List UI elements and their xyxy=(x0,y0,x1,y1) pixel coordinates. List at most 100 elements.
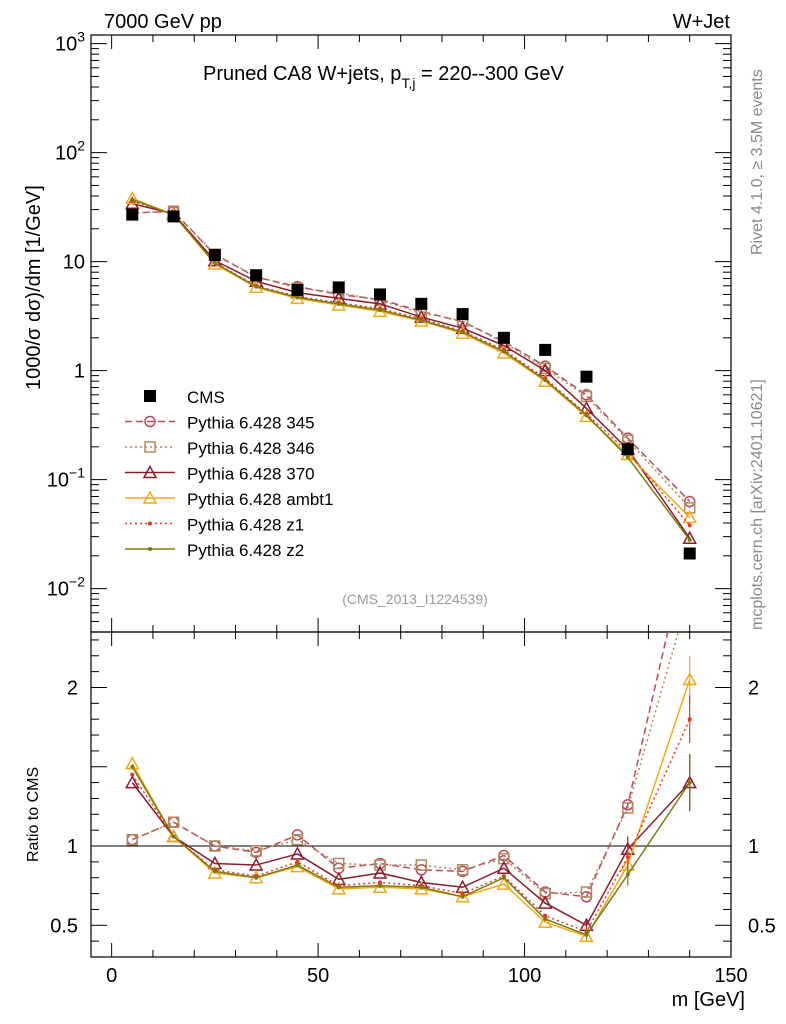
legend-marker-2 xyxy=(142,464,158,479)
series-4-ratio-line xyxy=(131,718,691,933)
legend-label-cms: CMS xyxy=(187,388,225,407)
series-5-ratio-point xyxy=(130,764,135,769)
series-0-main-point xyxy=(683,495,696,508)
series-3-main-point xyxy=(682,509,697,524)
series-5-main-point xyxy=(130,197,135,202)
legend-label-2: Pythia 6.428 370 xyxy=(187,465,315,484)
main-series-group xyxy=(125,190,697,560)
y-tick-label: 1 xyxy=(74,361,85,383)
series-5-ratio-point xyxy=(378,883,383,888)
cms-data-point xyxy=(621,443,634,456)
cms-data-point xyxy=(374,288,387,301)
x-tick-label: 50 xyxy=(307,965,329,987)
y-tick-label: 10−1 xyxy=(47,465,85,492)
series-5-main-point xyxy=(295,295,300,300)
series-5-ratio-point xyxy=(501,875,506,880)
legend-marker-3 xyxy=(142,490,158,504)
series-5-ratio-point xyxy=(295,863,300,868)
legend-marker-cms xyxy=(144,390,156,402)
cms-data-point xyxy=(208,249,221,262)
axis-ticks xyxy=(91,35,732,957)
series-3-main-point xyxy=(579,408,594,423)
ratio-series-group xyxy=(125,632,697,943)
legend-label-4: Pythia 6.428 z1 xyxy=(187,516,304,535)
series-5-main-point xyxy=(543,378,548,383)
legend-label-3: Pythia 6.428 ambt1 xyxy=(187,490,333,509)
source-label: (CMS_2013_I1224539) xyxy=(342,591,488,607)
legend-marker-5 xyxy=(148,547,152,551)
y-tick-label: 103 xyxy=(55,29,85,56)
cms-data-point xyxy=(456,308,469,321)
cms-data-point xyxy=(539,343,552,356)
series-3-ratio-point xyxy=(166,828,181,843)
series-5-main-point xyxy=(625,455,630,460)
series-5-ratio-point xyxy=(543,916,548,921)
ratio-y-tick-label: 1 xyxy=(67,836,78,858)
series-5-main-point xyxy=(419,318,424,323)
series-5-main-point xyxy=(378,307,383,312)
series-5-ratio-point xyxy=(625,872,630,877)
cms-data-point xyxy=(291,283,304,296)
cms-data-point xyxy=(580,370,593,383)
series-1-ratio-point xyxy=(374,859,386,871)
series-3-main-point xyxy=(125,190,140,205)
cms-data-point xyxy=(497,331,510,344)
ratio-y-tick-label-right: 1 xyxy=(748,836,759,858)
series-2-main-line xyxy=(132,202,691,539)
series-1-main-line xyxy=(132,210,691,509)
series-3-ratio-point xyxy=(537,914,553,928)
series-2-ratio-point xyxy=(496,860,512,874)
series-1-ratio-point xyxy=(126,833,139,846)
legend-label-0: Pythia 6.428 345 xyxy=(187,414,315,433)
series-4-ratio-point xyxy=(130,772,135,777)
ratio-y-tick-label: 0.5 xyxy=(50,915,78,937)
series-2-ratio-line xyxy=(131,782,691,927)
series-5-ratio-point xyxy=(687,780,692,785)
series-2-main-point xyxy=(682,530,697,544)
energy-label: 7000 GeV pp xyxy=(104,11,222,33)
series-1-ratio-point xyxy=(622,802,634,814)
series-1-ratio-point xyxy=(167,816,180,828)
cms-data-point xyxy=(250,269,263,282)
series-4-ratio-point xyxy=(378,880,383,885)
legend-marker-0 xyxy=(144,415,156,428)
legend: CMS Pythia 6.428 345 Pythia 6.428 346 Pythi… xyxy=(125,388,333,560)
series-5-ratio-point xyxy=(460,894,465,899)
ratio-y-tick-label: 2 xyxy=(67,677,78,699)
series-5-ratio-point xyxy=(336,885,341,890)
series-3-ratio-point xyxy=(579,928,594,943)
series-1-ratio-line xyxy=(131,632,680,895)
series-5-main-point xyxy=(584,413,589,418)
legend-label-5: Pythia 6.428 z2 xyxy=(187,541,304,560)
y-tick-label: 10−2 xyxy=(47,574,85,601)
y-axis-title-main: 1000/σ dσ)/dm [1/GeV] xyxy=(23,185,45,390)
cms-data-point xyxy=(167,210,180,223)
series-1-ratio-point xyxy=(332,857,345,870)
series-3-ratio-point xyxy=(682,671,697,686)
ratio-y-tick-label-right: 0.5 xyxy=(748,915,776,937)
series-5-main-point xyxy=(687,537,692,542)
series-3-main-point xyxy=(455,325,470,340)
series-5-main-point xyxy=(254,284,259,289)
series-4-ratio-point xyxy=(460,891,465,896)
series-3-ratio-point xyxy=(496,876,512,890)
series-1-ratio-point xyxy=(291,833,304,846)
series-4-main-line xyxy=(132,200,691,526)
legend-marker-1 xyxy=(144,441,156,453)
series-5-ratio-point xyxy=(171,834,176,839)
series-3-ratio-line xyxy=(131,679,691,938)
series-5-ratio-point xyxy=(212,869,217,874)
series-1-ratio-point xyxy=(209,840,221,852)
series-5-main-line xyxy=(132,198,691,541)
series-5-ratio-point xyxy=(584,932,589,937)
x-axis-title: m [GeV] xyxy=(672,989,745,1011)
y-tick-label: 102 xyxy=(55,138,85,165)
series-4-main-point xyxy=(687,523,692,528)
x-tick-label: 150 xyxy=(714,965,747,987)
series-2-ratio-point xyxy=(248,857,264,871)
ratio-panel-frame xyxy=(90,631,732,958)
plot-title: Pruned CA8 W+jets, pT,j = 220--300 GeV xyxy=(203,63,565,91)
series-2-ratio-point xyxy=(537,895,553,909)
x-tick-label: 0 xyxy=(106,965,117,987)
series-4-ratio-point xyxy=(543,913,548,918)
